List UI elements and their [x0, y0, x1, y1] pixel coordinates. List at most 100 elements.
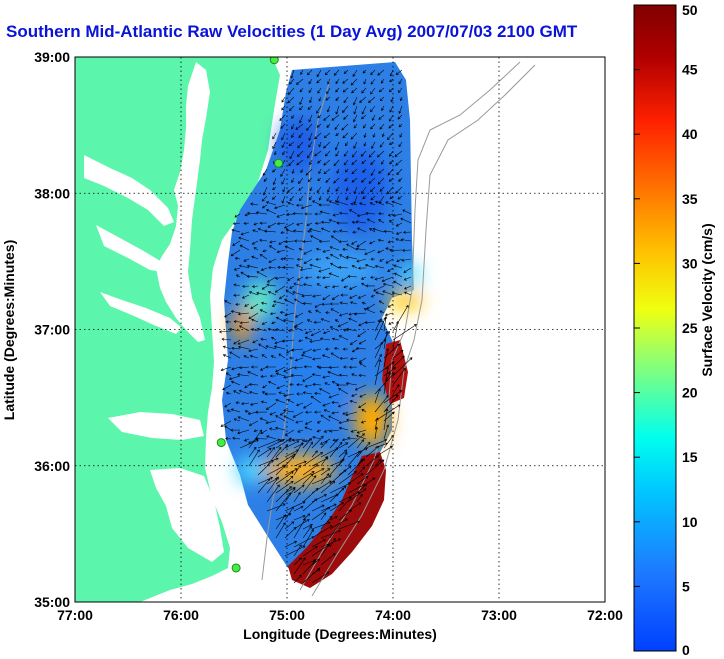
velocity-vector [320, 529, 342, 539]
velocity-vector [299, 267, 313, 272]
velocity-vector [309, 96, 313, 104]
velocity-vector [299, 195, 304, 202]
velocity-vector [225, 372, 232, 377]
velocity-vector [338, 388, 349, 395]
velocity-vector [302, 375, 313, 382]
velocity-vector [224, 312, 232, 318]
velocity-vector [351, 373, 358, 377]
velocity-vector [291, 177, 295, 184]
velocity-vector [318, 267, 331, 273]
velocity-vector [361, 186, 367, 195]
colorbar-tick-label: 20 [682, 385, 698, 401]
velocity-vector [276, 222, 286, 226]
velocity-vector [328, 219, 340, 224]
velocity-vector [320, 553, 336, 566]
velocity-vector [392, 367, 406, 386]
velocity-vector [270, 355, 277, 359]
velocity-vector [248, 312, 259, 319]
velocity-vector [395, 159, 403, 166]
velocity-vector [314, 410, 322, 414]
velocity-vector [349, 339, 358, 345]
velocity-vector [220, 366, 232, 372]
velocity-vector [319, 337, 331, 341]
velocity-vector [320, 220, 331, 224]
velocity-vector [374, 388, 381, 404]
velocity-vector [248, 446, 257, 458]
velocity-vector [271, 337, 277, 341]
velocity-vector [391, 200, 403, 206]
velocity-vector [311, 539, 326, 548]
velocity-vector [259, 366, 268, 371]
velocity-vector [351, 265, 358, 269]
velocity-vector [388, 123, 394, 129]
velocity-vector [326, 195, 331, 202]
velocity-vector [320, 318, 331, 323]
velocity-vector [342, 105, 349, 113]
velocity-vector [389, 114, 394, 122]
velocity-vector [378, 168, 385, 174]
velocity-vector [353, 195, 358, 205]
y-tick-labels: 39:00 38:00 37:00 36:00 35:00 [34, 49, 70, 610]
rappahannock-river [96, 225, 164, 272]
velocity-vector [231, 228, 241, 233]
velocity-vector [329, 326, 340, 332]
chesapeake-bay [156, 62, 210, 342]
velocity-vector [310, 330, 322, 337]
velocity-vector [266, 435, 277, 440]
velocity-vector [361, 301, 367, 305]
velocity-vector [260, 374, 268, 378]
velocity-vector [369, 202, 376, 206]
velocity-vector [283, 415, 295, 422]
velocity-vector [353, 141, 358, 149]
velocity-vector [383, 366, 397, 377]
velocity-vector [300, 69, 304, 75]
velocity-vector [387, 168, 394, 176]
velocity-vector [253, 222, 259, 226]
velocity-vector [317, 87, 322, 94]
velocity-vector [258, 343, 268, 350]
velocity-vector [251, 318, 259, 323]
velocity-vector [257, 478, 271, 494]
velocity-vector [403, 285, 412, 290]
velocity-vector [351, 348, 358, 353]
velocity-vector [374, 426, 379, 440]
velocity-vector [297, 141, 304, 149]
velocity-vector [347, 502, 362, 512]
velocity-vector [355, 434, 367, 440]
velocity-vector [333, 177, 340, 184]
velocity-vector [228, 375, 241, 381]
velocity-vector [398, 87, 403, 93]
velocity-vector [378, 212, 385, 216]
velocity-vector [311, 475, 332, 485]
velocity-vector [293, 298, 304, 305]
velocity-vector [357, 227, 367, 233]
velocity-vector [360, 276, 367, 280]
velocity-vector [257, 459, 274, 476]
velocity-vector [350, 132, 358, 140]
velocity-vector [403, 291, 412, 296]
velocity-vector [278, 353, 286, 359]
velocity-vector [386, 186, 394, 195]
velocity-vector [382, 290, 394, 296]
velocity-vector [257, 447, 272, 458]
velocity-vector [334, 123, 340, 130]
velocity-vector [293, 518, 306, 539]
velocity-vector [356, 483, 368, 494]
velocity-vector [371, 141, 376, 149]
velocity-vector [300, 354, 313, 359]
velocity-vector [309, 186, 313, 192]
velocity-vector [237, 416, 250, 422]
velocity-vector [352, 96, 358, 106]
velocity-vector [330, 308, 340, 314]
velocity-vector [314, 212, 321, 216]
velocity-vector [266, 484, 280, 503]
velocity-vector [260, 400, 268, 404]
velocity-vector [320, 455, 328, 467]
velocity-vector [222, 345, 232, 350]
velocity-vector [300, 168, 304, 173]
velocity-vector [391, 291, 403, 296]
velocity-vector [303, 258, 313, 264]
velocity-vector [284, 455, 295, 467]
potomac-river [84, 155, 174, 226]
velocity-vector [320, 468, 331, 476]
